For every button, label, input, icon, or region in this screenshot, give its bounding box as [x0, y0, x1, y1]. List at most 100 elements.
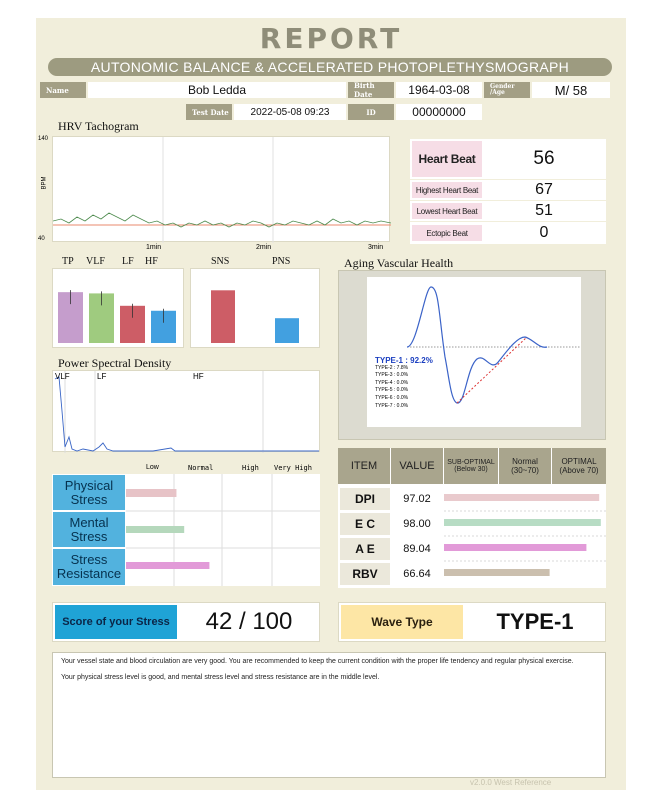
- th-normal: Normal (30~70): [499, 448, 551, 484]
- stress-bars-svg: [126, 474, 320, 586]
- th-normal-2: (30~70): [511, 466, 539, 475]
- physical-stress-label-2: Stress: [70, 491, 108, 507]
- highest-heart-label: Highest Heart Beat: [412, 182, 482, 198]
- th-optimal-2: (Above 70): [559, 466, 599, 475]
- ae-bar: [444, 544, 587, 551]
- highest-heart-row: Highest Heart Beat 67: [410, 180, 606, 200]
- mental-stress-label: Mental Stress: [52, 511, 126, 548]
- aging-type-3: TYPE-3 : 0.0%: [375, 372, 409, 379]
- psd-title: Power Spectral Density: [58, 356, 172, 370]
- hrv-chart-svg: [52, 137, 392, 243]
- hrv-tick-2: 2min: [256, 244, 272, 251]
- aging-title: Aging Vascular Health: [344, 256, 454, 270]
- wave-type-value: TYPE-1: [496, 609, 574, 634]
- lowest-heart-row: Lowest Heart Beat 51: [410, 201, 606, 221]
- hrv-y-min: 40: [38, 236, 45, 242]
- stress-scale-high: High: [242, 464, 259, 472]
- row-ec-value: 98.00: [391, 513, 443, 535]
- aging-trend: [456, 336, 528, 404]
- autonomic-bars-2: [190, 268, 320, 348]
- mental-stress-label-2: Stress: [70, 528, 108, 544]
- test-date: 2022-05-08 09:23: [234, 104, 346, 120]
- stress-score-box: Score of your Stress 42 / 100: [52, 602, 320, 642]
- stress-resistance-bar: [126, 562, 210, 569]
- hrv-y-label: BPM: [41, 176, 48, 190]
- autonomic-bars-2-svg: [211, 290, 299, 343]
- stress-score-value: 42 / 100: [205, 608, 293, 635]
- test-date-label: Test Date: [186, 104, 232, 120]
- message-line-2: Your physical stress level is good, and …: [61, 674, 380, 681]
- th-suboptimal-1: SUB-OPTIMAL: [447, 459, 495, 466]
- aging-type-2: TYPE-2 : 7.8%: [375, 364, 409, 371]
- name-label: Name: [40, 82, 86, 98]
- report-page: REPORT AUTONOMIC BALANCE & ACCELERATED P…: [36, 18, 626, 790]
- stress-scale-veryhigh: Very High: [274, 464, 312, 472]
- aging-waveform: [406, 286, 548, 404]
- aging-chart-svg: [406, 286, 581, 404]
- th-suboptimal: SUB-OPTIMAL (Below 30): [444, 448, 498, 484]
- footer-version: v2.0.0 West Reference: [470, 778, 552, 787]
- stress-scale-low: Low: [146, 464, 159, 471]
- aging-type-5: TYPE-5 : 0.0%: [375, 387, 409, 394]
- gender-age-label: Gender /Age: [484, 82, 530, 98]
- row-dpi-item: DPI: [340, 488, 390, 510]
- aging-panel: TYPE-1 : 92.2% TYPE-2 : 7.8% TYPE-3 : 0.…: [338, 270, 606, 440]
- birth-date: 1964-03-08: [396, 82, 482, 98]
- aging-type-6: TYPE-6 : 0.0%: [375, 394, 409, 401]
- row-ec-item: E C: [340, 513, 390, 535]
- th-value: VALUE: [391, 448, 443, 484]
- ectopic-beat-label: Ectopic Beat: [412, 225, 482, 241]
- stress-resistance-label-1: Stress: [70, 552, 108, 567]
- label-tp: TP: [62, 256, 74, 267]
- heart-beat-value: 56: [533, 148, 555, 169]
- dpi-bar: [444, 494, 600, 501]
- label-lf: LF: [122, 256, 134, 267]
- row-ae-item: A E: [340, 538, 390, 560]
- aging-type-4: TYPE-4 : 0.0%: [375, 379, 409, 386]
- vascular-bars-svg: [444, 494, 606, 576]
- message-line-1: Your vessel state and blood circulation …: [61, 658, 574, 665]
- ectopic-beat-row: Ectopic Beat 0: [410, 222, 606, 244]
- aging-type-list: TYPE-1 : 92.2% TYPE-2 : 7.8% TYPE-3 : 0.…: [375, 357, 433, 410]
- stress-table: Physical Stress Mental Stress Stress Res…: [52, 474, 320, 586]
- gender-age: M/ 58: [532, 82, 610, 98]
- physical-stress-label: Physical Stress: [52, 474, 126, 511]
- th-optimal: OPTIMAL (Above 70): [552, 448, 606, 484]
- hrv-series: [52, 212, 392, 228]
- psd-band-hf: HF: [193, 372, 204, 381]
- autonomic-bars-1: [52, 268, 184, 348]
- row-rbv-value: 66.64: [391, 563, 443, 585]
- patient-name: Bob Ledda: [88, 82, 346, 98]
- row-ae-value: 89.04: [391, 538, 443, 560]
- mental-stress-bar: [126, 526, 185, 533]
- stress-resistance-label: Stress Resistance: [52, 548, 126, 586]
- physical-stress-bar: [126, 489, 177, 497]
- patient-id: 00000000: [396, 104, 482, 120]
- hrv-tick-1: 1min: [146, 244, 162, 251]
- report-subtitle: AUTONOMIC BALANCE & ACCELERATED PHOTOPLE…: [48, 58, 612, 76]
- label-pns: PNS: [272, 256, 291, 267]
- bar-pns: [275, 318, 299, 343]
- ectopic-beat-value: 0: [539, 224, 549, 241]
- heart-beat-row: Heart Beat 56: [410, 139, 606, 179]
- lowest-heart-value: 51: [535, 202, 553, 219]
- id-label: ID: [348, 104, 394, 120]
- label-sns: SNS: [211, 256, 230, 267]
- psd-band-lf: LF: [97, 372, 107, 381]
- highest-heart-value: 67: [535, 181, 553, 198]
- aging-type-7: TYPE-7 : 0.0%: [375, 402, 409, 409]
- mental-stress-label-1: Mental: [69, 514, 109, 530]
- psd-chart: VLF LF HF: [52, 370, 320, 453]
- birth-date-label: Birth Date: [348, 81, 394, 99]
- autonomic-bars-1-svg: [58, 290, 176, 343]
- hrv-tick-3: 3min: [368, 244, 384, 251]
- psd-chart-svg: [54, 371, 319, 453]
- physical-stress-label-1: Physical: [64, 477, 114, 493]
- ec-bar: [444, 519, 601, 526]
- rbv-bar: [444, 569, 550, 576]
- label-vlf: VLF: [86, 256, 105, 267]
- wave-type-box: Wave Type TYPE-1: [338, 602, 606, 642]
- hrv-title: HRV Tachogram: [58, 119, 139, 133]
- bar-sns: [211, 290, 235, 343]
- row-dpi-value: 97.02: [391, 488, 443, 510]
